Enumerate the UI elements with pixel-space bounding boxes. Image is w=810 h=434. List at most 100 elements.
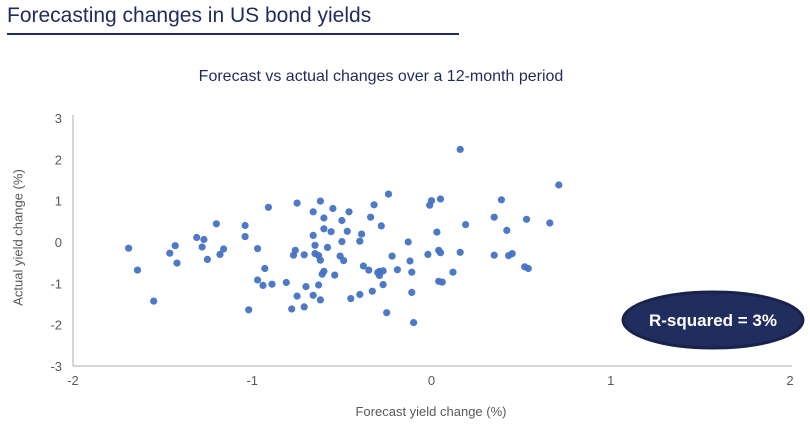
data-point: [320, 214, 328, 222]
data-point: [503, 226, 511, 234]
data-point: [293, 199, 301, 207]
data-point: [300, 251, 308, 259]
data-point: [203, 255, 211, 263]
x-tick-label: 2: [786, 373, 793, 388]
y-tick-label: 2: [55, 152, 62, 167]
data-point: [367, 213, 375, 221]
data-point: [254, 245, 262, 253]
data-point: [404, 238, 412, 246]
data-point: [288, 305, 296, 313]
data-point: [264, 203, 272, 211]
data-point: [384, 190, 393, 198]
data-point: [293, 292, 301, 300]
data-point: [309, 208, 317, 216]
data-point: [302, 283, 310, 291]
data-point: [410, 319, 418, 327]
data-point: [241, 221, 249, 230]
chart-title: Forecast vs actual changes over a 12-mon…: [198, 68, 564, 85]
data-point: [316, 296, 324, 304]
y-tick-label: 3: [55, 111, 62, 126]
data-point: [508, 250, 516, 258]
data-point: [309, 231, 317, 239]
y-tick-label: -1: [50, 276, 62, 291]
data-point: [323, 243, 332, 251]
data-point: [356, 290, 364, 299]
data-point: [338, 238, 346, 246]
data-point: [438, 278, 446, 286]
data-point: [220, 245, 228, 253]
data-point: [300, 303, 308, 311]
data-point: [345, 208, 353, 216]
data-point: [436, 249, 445, 257]
x-tick-label: 1: [607, 373, 614, 388]
y-tick-label: -3: [50, 359, 62, 374]
data-point: [555, 181, 563, 189]
data-point: [383, 309, 391, 317]
data-point: [406, 257, 414, 265]
data-point: [268, 280, 276, 288]
data-point: [198, 243, 206, 251]
data-point: [347, 295, 355, 303]
data-point: [133, 266, 142, 274]
data-point: [254, 276, 262, 284]
data-point: [365, 266, 373, 274]
data-point: [311, 241, 319, 249]
data-point: [379, 281, 387, 289]
data-point: [449, 268, 457, 276]
data-point: [216, 250, 224, 258]
data-point: [193, 233, 201, 242]
data-point: [393, 266, 401, 274]
x-axis-title: Forecast yield change (%): [355, 404, 507, 419]
data-point: [171, 242, 179, 250]
data-points: [125, 145, 563, 327]
data-point: [358, 230, 366, 238]
data-point: [340, 257, 348, 265]
data-point: [125, 244, 133, 252]
data-point: [427, 197, 436, 205]
data-point: [327, 228, 335, 236]
axes: [72, 115, 792, 367]
r-squared-ellipse: [621, 290, 805, 350]
data-point: [546, 219, 554, 227]
data-point: [320, 225, 328, 233]
data-point: [315, 281, 323, 289]
data-point: [490, 213, 498, 221]
data-point: [379, 267, 387, 275]
data-point: [359, 262, 367, 270]
data-point: [388, 252, 396, 260]
x-tick-label: 0: [428, 373, 435, 388]
x-tick-label: -2: [67, 373, 79, 388]
data-point: [245, 306, 253, 314]
data-point: [456, 248, 464, 256]
data-point: [316, 197, 324, 205]
data-point: [368, 287, 376, 295]
page-title: Forecasting changes in US bond yields: [7, 3, 459, 35]
data-point: [433, 228, 441, 236]
data-point: [291, 246, 299, 254]
data-point: [338, 216, 346, 225]
data-point: [241, 233, 249, 241]
x-tick-label: -1: [246, 373, 258, 388]
axis-tick-labels: 3 2 1 0 -1 -2 -3 -2 -1 0 1 2: [50, 111, 793, 388]
data-point: [320, 267, 328, 275]
data-point: [150, 297, 158, 305]
r-squared-badge: R-squared = 3%: [621, 290, 805, 350]
data-point: [329, 204, 337, 213]
data-point: [524, 264, 532, 273]
data-point: [261, 264, 269, 273]
data-point: [522, 215, 531, 223]
data-point: [490, 251, 498, 259]
data-point: [166, 249, 174, 257]
r-squared-label: R-squared = 3%: [649, 311, 777, 330]
data-point: [343, 227, 351, 235]
data-point: [309, 291, 317, 299]
data-point: [436, 195, 445, 203]
data-point: [212, 220, 220, 228]
data-point: [356, 237, 364, 245]
y-tick-label: 0: [55, 235, 62, 250]
data-point: [497, 196, 505, 204]
data-point: [282, 278, 290, 287]
data-point: [408, 268, 416, 276]
